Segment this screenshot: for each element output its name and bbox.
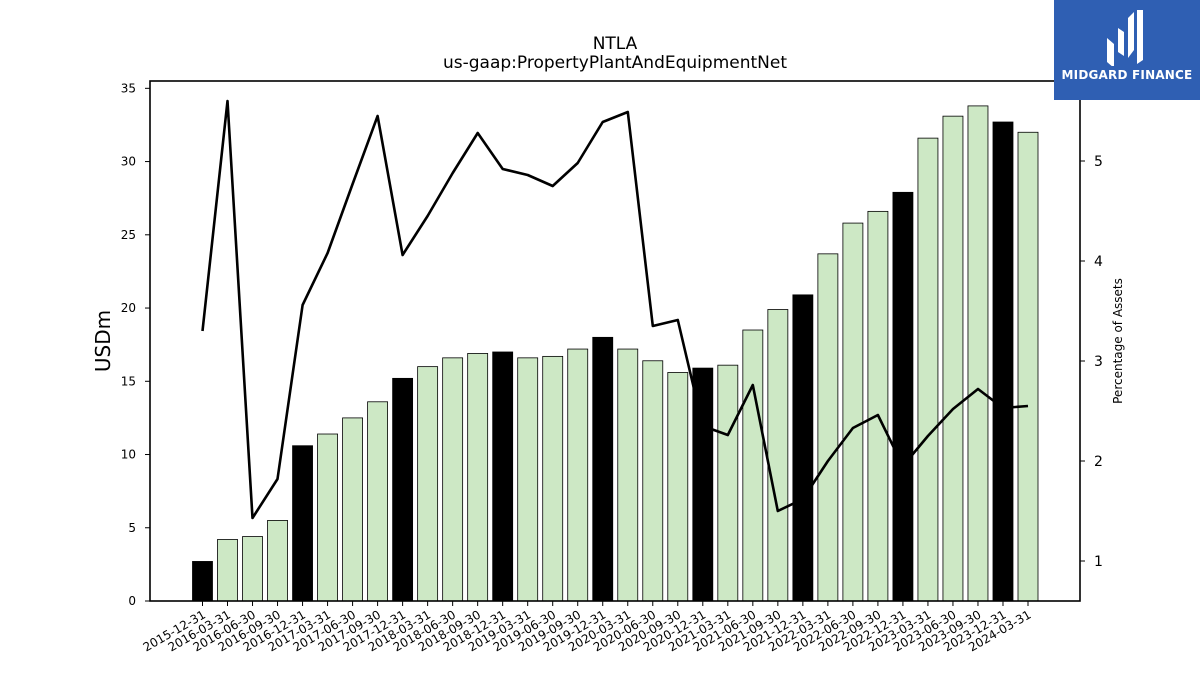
y-axis-label: USDm (91, 310, 115, 372)
series-line (201, 99, 1029, 520)
line-group (201, 99, 1029, 520)
y-tick-label: 15 (121, 374, 136, 388)
bar (917, 137, 939, 602)
bar (492, 351, 514, 602)
bar (192, 561, 213, 602)
bar (742, 329, 764, 602)
x-axis: 2015-12-312016-03-312016-06-302016-09-30… (141, 601, 1034, 654)
bar (317, 433, 338, 602)
y-tick-label: 25 (121, 228, 136, 242)
y-tick-label: 20 (121, 301, 136, 315)
left-axis: 0 5 10 15 20 25 30 35 (121, 81, 150, 608)
y-tick-label: 10 (121, 448, 136, 462)
bar (692, 367, 714, 602)
bar (267, 520, 288, 602)
bar (442, 357, 464, 602)
plot-frame (149, 80, 1081, 602)
y-tick-label: 5 (128, 521, 136, 535)
bars-group (192, 105, 1039, 602)
bar (842, 222, 864, 602)
y-tick-label: 35 (121, 81, 136, 95)
bar (867, 210, 889, 602)
chart-subtitle: us-gaap:PropertyPlantAndEquipmentNet (443, 53, 787, 73)
brand-name: MIDGARD FINANCE (1061, 68, 1193, 82)
bar (667, 372, 689, 602)
y-right-tick-label: 4 (1094, 254, 1103, 270)
bar (392, 377, 414, 602)
y-right-tick-label: 3 (1094, 354, 1103, 370)
bar (642, 360, 664, 602)
bar (567, 348, 589, 602)
bar (792, 294, 814, 602)
bar (342, 417, 363, 602)
y-right-tick-label: 5 (1094, 154, 1103, 170)
bar (517, 357, 539, 602)
bar (292, 445, 313, 602)
bar (367, 401, 389, 602)
bar (542, 355, 564, 602)
logo-icon (1107, 10, 1143, 66)
bar (617, 348, 639, 602)
bar (992, 121, 1014, 602)
bar (417, 366, 439, 602)
bar (592, 336, 614, 602)
bar (1017, 131, 1039, 602)
bar (217, 539, 238, 602)
bar (467, 353, 489, 602)
y-right-tick-label: 2 (1094, 454, 1103, 470)
y-right-tick-label: 1 (1094, 554, 1103, 570)
bar (817, 253, 839, 602)
bar (767, 309, 789, 602)
bar (942, 115, 964, 602)
bar (892, 191, 914, 602)
chart-title: NTLA (593, 34, 638, 54)
y-tick-label: 0 (128, 594, 136, 608)
bar (717, 364, 739, 602)
y-tick-label: 30 (121, 155, 136, 169)
y-axis-label-right: Percentage of Assets (1111, 278, 1125, 404)
brand-logo: MIDGARD FINANCE (1054, 0, 1200, 100)
bar (242, 536, 263, 602)
right-axis: 1 2 3 4 5 (1080, 154, 1103, 570)
bar (967, 105, 989, 602)
